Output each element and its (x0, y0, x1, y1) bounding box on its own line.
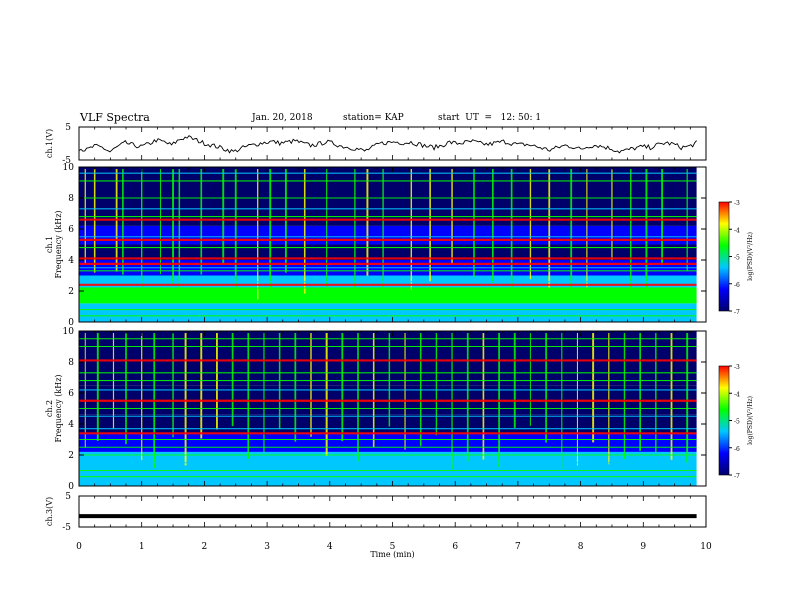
y-tick-label: 0 (68, 318, 74, 328)
voltage-axis-label: ch.3(V) (45, 497, 54, 526)
y-tick-label: 2 (68, 287, 74, 297)
spectrogram-band (79, 451, 697, 471)
x-tick-label: 8 (578, 542, 584, 552)
spectrogram-band (79, 244, 697, 260)
colorbar-label: log(PSD)(V²/Hz) (747, 232, 754, 281)
spectrogram-band (79, 287, 697, 304)
x-tick-label: 3 (264, 542, 270, 552)
x-tick-label: 1 (139, 542, 145, 552)
y-tick-label: 10 (63, 327, 75, 337)
spectrogram-band (79, 414, 697, 434)
y-tick-label: 10 (63, 163, 75, 173)
colorbar (718, 201, 730, 312)
colorbar-tick-label: -4 (734, 227, 740, 234)
station-label: station= KAP (343, 113, 404, 123)
colorbar-tick-label: -4 (734, 391, 740, 398)
y-tick-label: 4 (68, 420, 74, 430)
y-tick-label: 5 (65, 123, 71, 133)
y-tick-label: 5 (65, 492, 71, 502)
spectrogram-band (79, 433, 697, 452)
y-tick-label: -5 (62, 523, 71, 533)
y-tick-label: 8 (68, 358, 74, 368)
start-time-label: start UT = 12: 50: 1 (438, 113, 542, 123)
frequency-axis-label: Frequency (kHz) (54, 374, 63, 442)
x-tick-label: 6 (452, 542, 458, 552)
colorbar-tick-label: -3 (734, 200, 740, 207)
x-tick-label: 9 (640, 542, 646, 552)
spectrogram-band (79, 167, 697, 198)
voltage-axis-label: ch.1(V) (45, 129, 54, 158)
channel-label: ch.2 (45, 400, 54, 417)
x-tick-label: 2 (202, 542, 208, 552)
colorbar-tick-label: -5 (734, 255, 740, 262)
date-label: Jan. 20, 2018 (252, 113, 313, 123)
colorbar-label: log(PSD)(V²/Hz) (747, 396, 754, 445)
x-tick-label: 0 (76, 542, 82, 552)
x-tick-label: 4 (327, 542, 333, 552)
spectrogram-band (79, 198, 697, 226)
colorbar-tick-label: -7 (734, 309, 740, 316)
spectrogram-band (79, 225, 697, 245)
y-tick-label: -5 (62, 156, 71, 166)
x-axis-label: Time (min) (370, 550, 414, 559)
x-tick-label: 5 (390, 542, 396, 552)
y-tick-label: 0 (68, 482, 74, 492)
channel-label: ch.1 (45, 236, 54, 253)
colorbar-tick-label: -6 (734, 282, 740, 289)
colorbar-tick-label: -5 (734, 419, 740, 426)
frequency-axis-label: Frequency (kHz) (54, 210, 63, 278)
ch1-voltage-trace (78, 135, 697, 154)
spectrogram-band (79, 470, 697, 486)
colorbar-tick-label: -3 (734, 364, 740, 371)
colorbar (718, 365, 730, 476)
chart-title: VLF Spectra (80, 111, 150, 124)
y-tick-label: 8 (68, 194, 74, 204)
y-tick-label: 6 (68, 389, 74, 399)
y-tick-label: 4 (68, 256, 74, 266)
colorbar-tick-label: -7 (734, 473, 740, 480)
y-tick-label: 2 (68, 451, 74, 461)
y-tick-label: 6 (68, 225, 74, 235)
x-tick-label: 7 (515, 542, 521, 552)
colorbar-tick-label: -6 (734, 446, 740, 453)
x-tick-label: 10 (700, 542, 712, 552)
spectrogram-band (79, 303, 697, 322)
